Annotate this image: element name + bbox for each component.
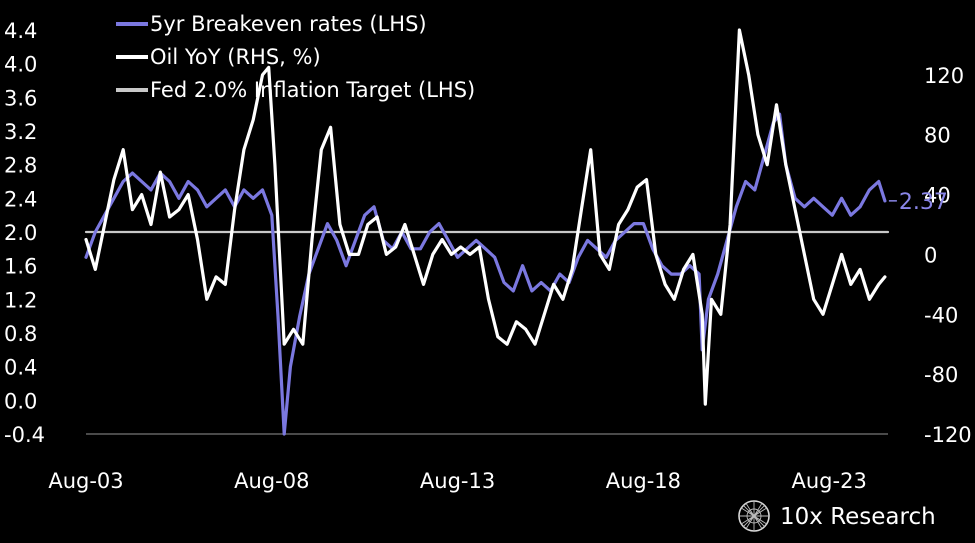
x-tick-label: Aug-03 [48,469,123,493]
right-tick-label: -120 [924,423,972,447]
x-tick-label: Aug-23 [792,469,867,493]
end-label-group: 2.37 [888,190,948,215]
x-axis-ticks: Aug-03 Aug-08 Aug-13 Aug-18 Aug-23 [48,469,866,493]
series-line-oil-yoy-rhs [84,28,887,406]
series-line-5yr-breakeven-rates-lhs [84,112,887,436]
legend-label: Fed 2.0% Inflation Target (LHS) [150,78,475,102]
left-tick-label: 2.8 [4,154,37,178]
series-layer [84,28,890,436]
x-tick-label: Aug-13 [420,469,495,493]
end-label: 2.37 [899,190,948,215]
right-tick-label: 40 [924,184,951,208]
left-tick-label: 3.6 [4,86,37,110]
x-tick-label: Aug-18 [606,469,681,493]
left-tick-label: 4.0 [4,53,37,77]
x-tick-label: Aug-08 [234,469,309,493]
left-tick-label: -0.4 [4,423,45,447]
right-tick-label: 0 [924,243,937,267]
left-axis-ticks: 4.4 4.0 3.6 3.2 2.8 2.4 2.0 1.6 1.2 0.8 0.4 0.0 -0.4 [4,19,45,447]
left-tick-label: 1.6 [4,255,37,279]
legend-label: 5yr Breakeven rates (LHS) [150,12,427,36]
right-tick-label: 120 [924,64,964,88]
left-tick-label: 2.4 [4,187,37,211]
brand-logo-icon [738,500,770,532]
left-tick-label: 3.2 [4,120,37,144]
left-tick-label: 4.4 [4,19,37,43]
left-tick-label: 2.0 [4,221,37,245]
left-tick-label: 0.0 [4,389,37,413]
left-tick-label: 1.2 [4,288,37,312]
right-tick-label: -80 [924,363,958,387]
brand-name: 10x Research [780,504,936,530]
left-tick-label: 0.4 [4,356,37,380]
left-tick-label: 0.8 [4,322,37,346]
right-axis-ticks: 120 80 40 0 -40 -80 -120 [924,64,972,447]
right-tick-label: -40 [924,303,958,327]
right-tick-label: 80 [924,124,951,148]
brand: 10x Research [738,500,936,532]
legend: 5yr Breakeven rates (LHS) Oil YoY (RHS, %… [116,12,475,102]
legend-label: Oil YoY (RHS, %) [150,45,321,69]
